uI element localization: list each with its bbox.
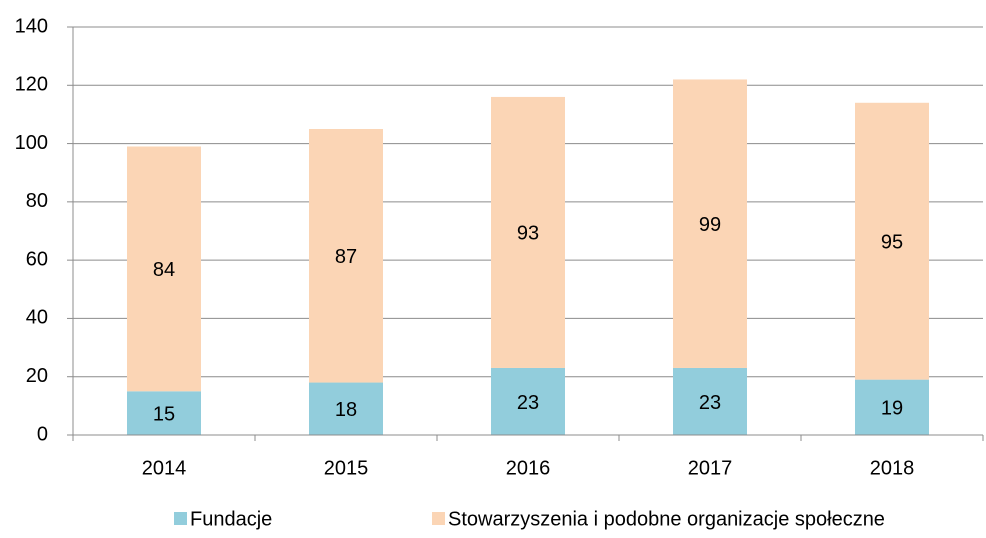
legend-swatch <box>174 512 187 525</box>
data-label: 84 <box>153 259 175 281</box>
data-label: 93 <box>517 223 539 245</box>
data-label: 19 <box>881 398 903 420</box>
bar-segment <box>855 379 929 435</box>
data-label: 99 <box>699 214 721 236</box>
data-label: 23 <box>699 392 721 414</box>
bar-segment <box>855 102 929 380</box>
data-label: 15 <box>153 403 175 425</box>
bar-segment <box>127 391 201 435</box>
data-label: 95 <box>881 231 903 253</box>
bar-segment <box>309 382 383 435</box>
bar-segment <box>491 96 565 368</box>
legend-label: Stowarzyszenia i podobne organizacje spo… <box>448 508 885 530</box>
bar-segment <box>127 146 201 392</box>
legend-label: Fundacje <box>190 508 272 530</box>
data-label: 23 <box>517 392 539 414</box>
x-tick-label: 2017 <box>688 457 733 479</box>
x-tick-label: 2018 <box>870 457 915 479</box>
y-tick-label: 60 <box>26 248 48 270</box>
y-tick-label: 120 <box>15 74 48 96</box>
y-tick-label: 20 <box>26 365 48 387</box>
x-tick-label: 2014 <box>142 457 187 479</box>
bar-segment <box>673 79 747 368</box>
bar-segment <box>309 129 383 383</box>
y-tick-label: 0 <box>37 423 48 445</box>
y-tick-label: 100 <box>15 132 48 154</box>
data-label: 87 <box>335 246 357 268</box>
bar-segment <box>673 367 747 435</box>
x-tick-label: 2016 <box>506 457 551 479</box>
y-tick-label: 140 <box>15 15 48 37</box>
legend-swatch <box>432 512 445 525</box>
y-tick-label: 40 <box>26 307 48 329</box>
bar-segment <box>491 367 565 435</box>
data-label: 18 <box>335 399 357 421</box>
y-tick-label: 80 <box>26 190 48 212</box>
x-tick-label: 2015 <box>324 457 369 479</box>
